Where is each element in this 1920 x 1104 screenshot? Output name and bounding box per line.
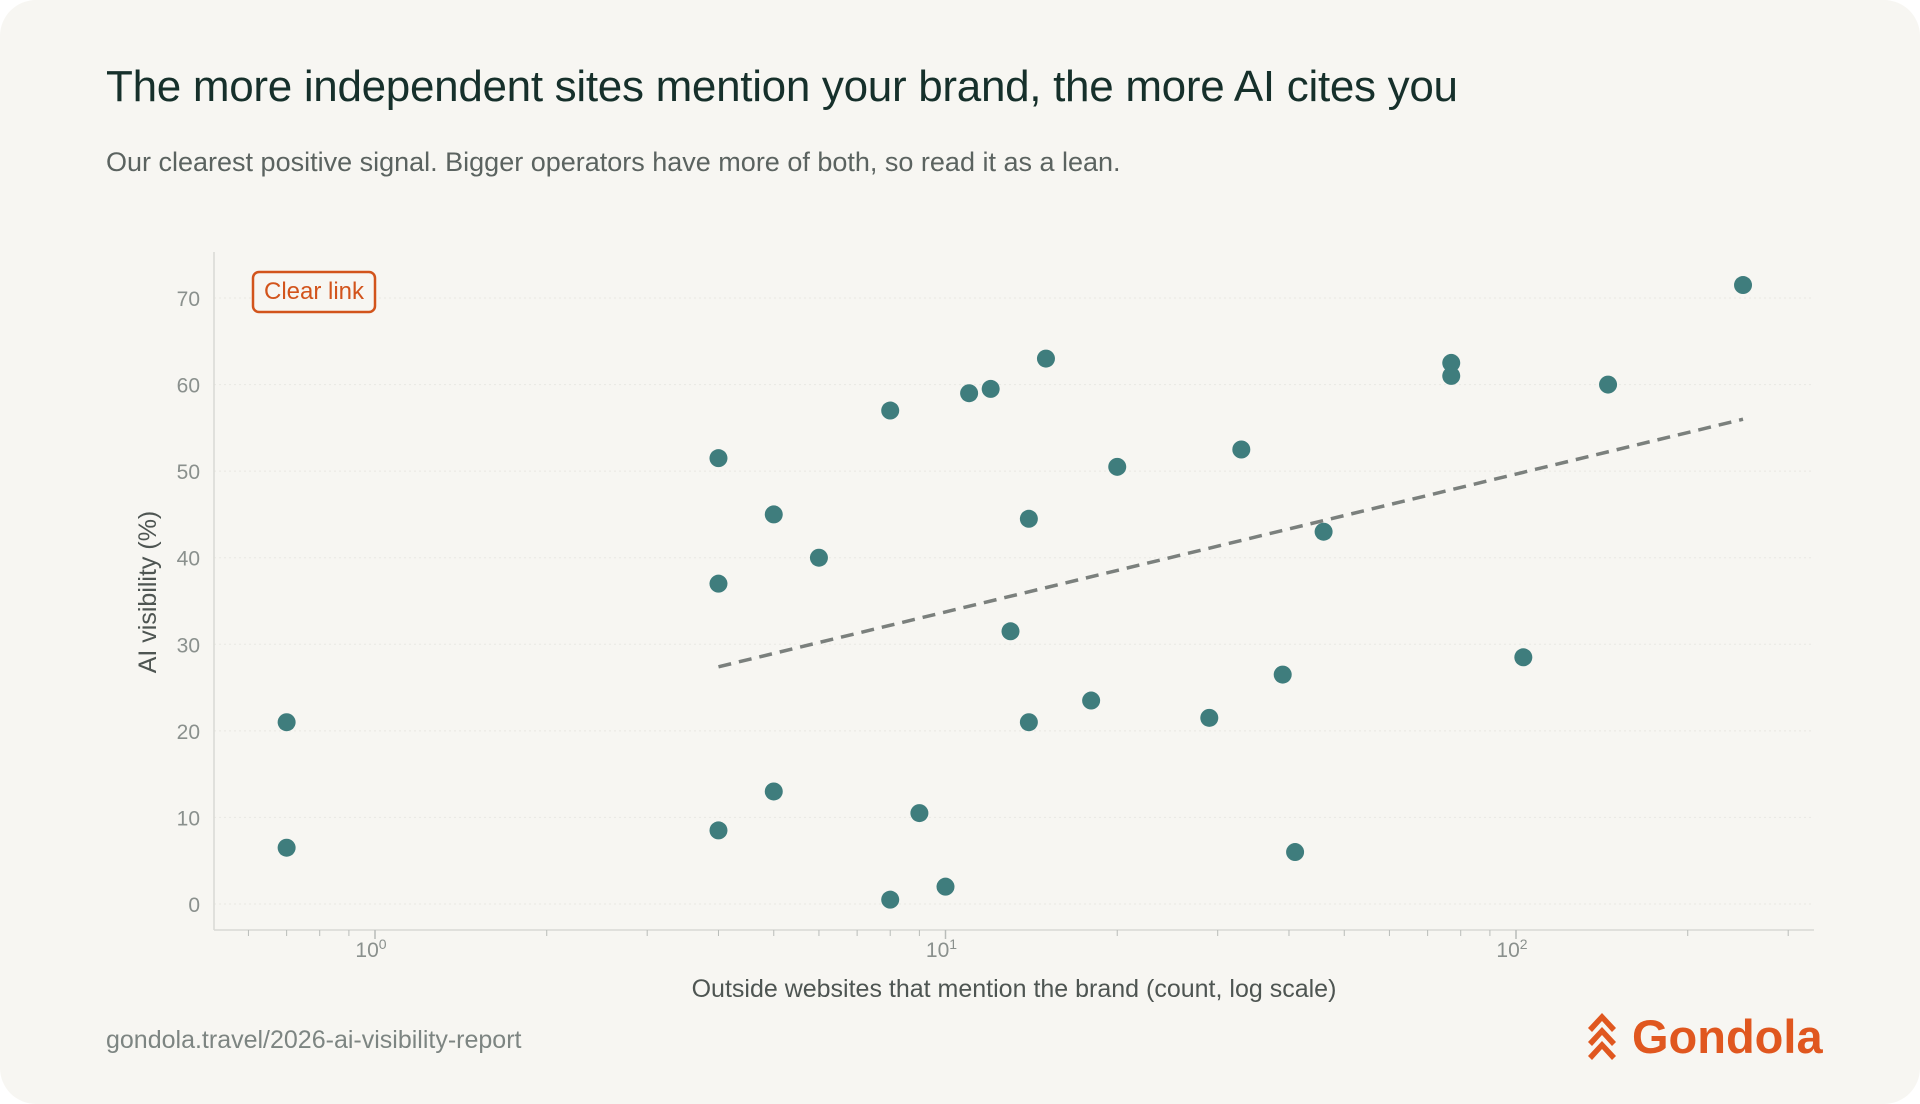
data-point bbox=[277, 838, 296, 857]
report-url[interactable]: gondola.travel/2026-ai-visibility-report bbox=[106, 1026, 522, 1054]
annotation-clear-link: Clear link bbox=[251, 270, 377, 314]
y-tick-label: 40 bbox=[177, 548, 200, 571]
x-tick-label: 102 bbox=[1496, 936, 1527, 962]
gondola-logo: Gondola bbox=[1582, 1008, 1823, 1064]
data-point bbox=[1232, 440, 1251, 459]
y-tick-label: 10 bbox=[177, 807, 200, 830]
trend-line bbox=[718, 417, 1744, 669]
data-point bbox=[1514, 648, 1533, 667]
y-tick-label: 0 bbox=[188, 894, 200, 917]
y-tick-label: 70 bbox=[177, 288, 200, 311]
data-point bbox=[1036, 349, 1055, 368]
y-axis-ticks: 0 10 20 30 40 50 60 70 bbox=[177, 288, 200, 917]
data-point bbox=[277, 713, 296, 732]
data-point bbox=[1314, 522, 1333, 541]
annotation-label: Clear link bbox=[264, 278, 365, 305]
y-tick-label: 50 bbox=[177, 461, 200, 484]
data-point bbox=[709, 449, 728, 468]
x-axis-title: Outside websites that mention the brand … bbox=[692, 975, 1337, 1003]
data-point bbox=[1108, 457, 1127, 476]
data-point bbox=[764, 782, 783, 801]
data-point bbox=[1019, 713, 1038, 732]
data-point bbox=[936, 877, 955, 896]
data-point bbox=[1442, 353, 1461, 372]
data-point bbox=[764, 505, 783, 524]
annotation-box bbox=[251, 270, 377, 314]
x-tick-label: 101 bbox=[926, 936, 957, 962]
data-point bbox=[881, 890, 900, 909]
data-point bbox=[809, 548, 828, 567]
grid-lines bbox=[214, 297, 1814, 905]
data-point bbox=[1001, 622, 1020, 641]
data-point bbox=[1286, 843, 1305, 862]
data-point bbox=[1734, 276, 1753, 295]
brand-name: Gondola bbox=[1632, 1009, 1823, 1063]
data-point bbox=[981, 379, 1000, 398]
data-point bbox=[1200, 708, 1219, 727]
data-point bbox=[1599, 375, 1618, 394]
data-point bbox=[960, 384, 979, 403]
gondola-chevrons-icon bbox=[1588, 1013, 1616, 1060]
chart-subtitle: Our clearest positive signal. Bigger ope… bbox=[106, 147, 1121, 177]
y-tick-label: 20 bbox=[177, 721, 200, 744]
x-tick-label: 100 bbox=[355, 936, 386, 962]
data-point bbox=[1273, 665, 1292, 684]
data-point bbox=[709, 821, 728, 840]
data-point bbox=[1442, 366, 1461, 385]
data-point bbox=[1082, 691, 1101, 710]
y-tick-label: 60 bbox=[177, 375, 200, 398]
y-axis-title: AI visibility (%) bbox=[134, 511, 162, 674]
chart-title: The more independent sites mention your … bbox=[106, 62, 1458, 111]
data-point bbox=[709, 574, 728, 593]
data-point bbox=[910, 804, 929, 823]
x-axis-ticks: 100 101 102 bbox=[247, 930, 1789, 962]
data-point bbox=[1019, 509, 1038, 528]
data-points bbox=[277, 276, 1753, 909]
data-point bbox=[881, 401, 900, 420]
y-tick-label: 30 bbox=[177, 634, 200, 657]
